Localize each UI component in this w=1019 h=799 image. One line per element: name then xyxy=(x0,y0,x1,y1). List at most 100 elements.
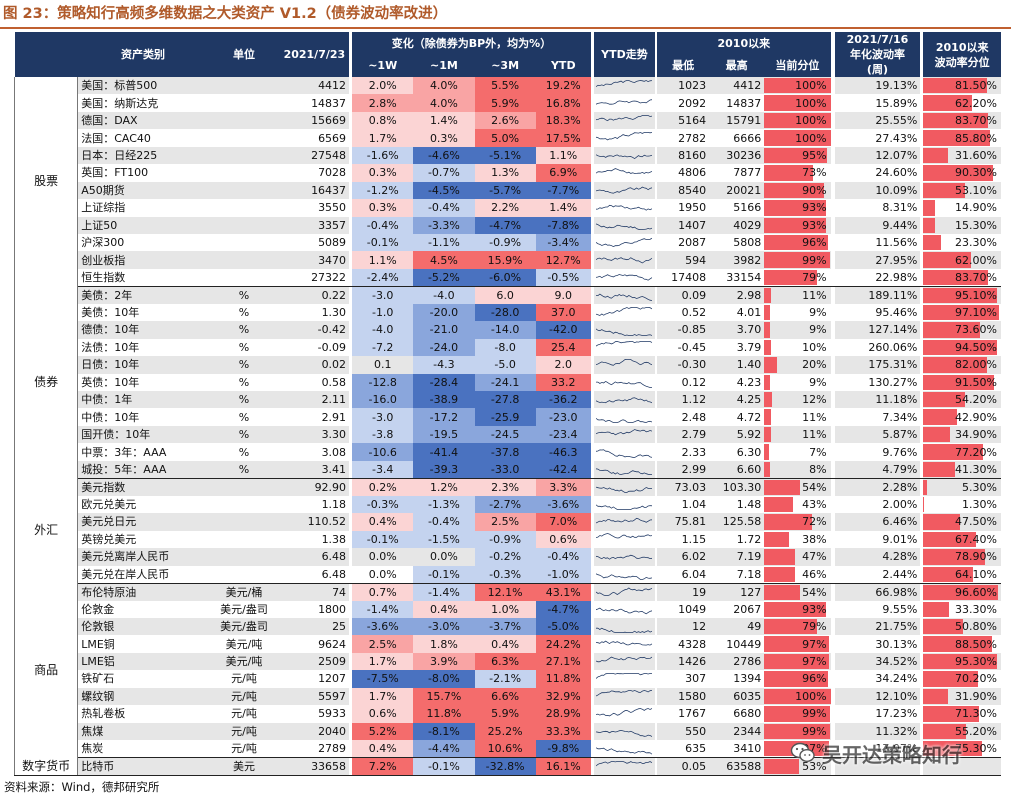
change-m3: 0.4% xyxy=(474,635,536,653)
watermark-text: 吴开达策略知行 xyxy=(822,742,962,767)
asset-name: 恒生指数 xyxy=(77,268,209,287)
percentile-bar xyxy=(764,217,826,233)
current-percentile: 10% xyxy=(764,339,830,356)
change-m1: -0.4% xyxy=(413,513,475,531)
table-row: 铁矿石 元/吨 1207 -7.5% -8.0% -2.1% 11.8% 307 1394 96%… xyxy=(15,670,1002,688)
change-m3: 6.3% xyxy=(474,652,536,671)
weekly-volatility: 17.07% xyxy=(834,740,921,758)
asset-name: 布伦特原油 xyxy=(77,583,209,601)
change-w1: -2.4% xyxy=(352,268,414,287)
change-m1: -8.1% xyxy=(413,722,475,740)
high-since-2010: 2.98 xyxy=(709,286,765,304)
asset-name: 英镑兑美元 xyxy=(81,532,137,546)
asset-unit: % xyxy=(208,391,280,409)
asset-name: 美元兑在岸人民币 xyxy=(77,565,209,584)
percentile-bar xyxy=(764,112,831,129)
change-ytd: -1.0% xyxy=(535,565,591,584)
header-high: 最高 xyxy=(709,54,765,77)
header-ytd-trend: YTD走势 xyxy=(593,32,656,77)
asset-name: 焦煤 xyxy=(77,722,209,740)
change-m3: 2.5% xyxy=(474,513,536,531)
current-percentile: 7% xyxy=(764,443,830,460)
asset-unit xyxy=(208,513,280,531)
current-percentile: 73% xyxy=(764,164,830,181)
change-w1: -10.6 xyxy=(352,443,414,461)
percentile-bar xyxy=(764,549,796,565)
weekly-volatility: 22.98% xyxy=(834,268,921,287)
volatility-percentile: 14.90% xyxy=(923,199,1001,216)
change-m1: 15.7% xyxy=(413,687,475,706)
percentile-bar xyxy=(764,304,771,321)
volatility-percentile: 64.10% xyxy=(923,565,1001,584)
change-w1: 2.8% xyxy=(352,94,414,112)
change-ytd: 12.7% xyxy=(535,251,591,269)
change-ytd: 3.3% xyxy=(535,478,591,496)
change-ytd: -23.0 xyxy=(535,408,591,426)
change-m3: -33.0 xyxy=(474,460,536,479)
weekly-volatility: 9.44% xyxy=(834,216,921,234)
vol-percentile-bar xyxy=(923,514,961,530)
volatility-percentile: 94.50% xyxy=(923,339,1001,356)
change-m1: 1.8% xyxy=(413,635,475,653)
change-m3: -25.9 xyxy=(474,408,536,426)
high-since-2010: 33154 xyxy=(709,268,765,287)
asset-unit: 美元/盎司 xyxy=(208,617,280,636)
current-value: 92.90 xyxy=(279,478,350,496)
weekly-volatility: 2.44% xyxy=(834,565,921,584)
low-since-2010: 73.03 xyxy=(657,478,710,496)
low-since-2010: 2087 xyxy=(678,236,707,250)
asset-name: 沪深300 xyxy=(81,236,125,250)
volatility-percentile: 97.10% xyxy=(923,304,1001,321)
table-row: 焦煤 元/吨 2040 5.2% -8.1% 25.2% 33.3% 550 2344 99% 11… xyxy=(15,722,1001,740)
weekly-volatility: 8.31% xyxy=(882,201,918,215)
change-w1: -7.2 xyxy=(352,338,414,357)
table-row: 美国：纳斯达克 14837 2.8% 4.0% 5.9% 16.8% 2092 14837 10… xyxy=(15,94,1002,112)
vol-percentile-bar xyxy=(923,217,936,233)
low-since-2010: 5164 xyxy=(657,111,710,130)
asset-name: 伦敦银 xyxy=(77,617,209,636)
asset-unit xyxy=(208,216,280,234)
change-m3: -14.0 xyxy=(474,321,536,339)
percentile-bar xyxy=(764,409,772,425)
high-since-2010: 3410 xyxy=(709,740,765,758)
change-w1: 1.1% xyxy=(352,251,414,269)
weekly-volatility: 189.11% xyxy=(834,286,921,304)
weekly-volatility: 25.55% xyxy=(834,111,921,130)
weekly-volatility: 34.24% xyxy=(875,672,918,686)
high-since-2010: 1.48 xyxy=(736,497,762,511)
change-ytd: 33.3% xyxy=(535,722,591,740)
change-m3: -5.7% xyxy=(474,181,536,200)
vol-percentile-bar xyxy=(923,426,951,443)
asset-unit: 元/吨 xyxy=(208,687,280,706)
change-m3: 25.2% xyxy=(474,722,536,740)
group-label: 数字货币 xyxy=(13,757,79,776)
change-ytd: -0.5% xyxy=(535,268,591,287)
table-row: 伦敦金 美元/盎司 1800 -1.4% 0.4% 1.0% -4.7% 1049 2067 93… xyxy=(15,600,1002,618)
percentile-bar xyxy=(764,706,830,722)
asset-unit: 美元 xyxy=(208,757,280,776)
low-since-2010: 4806 xyxy=(678,166,707,180)
high-since-2010: 4412 xyxy=(709,77,765,95)
volatility-percentile: 73.60% xyxy=(923,321,1001,339)
weekly-volatility: 127.14% xyxy=(834,321,921,339)
current-percentile: 99% xyxy=(764,251,831,269)
header-3m: ~3M xyxy=(474,54,536,77)
current-value: 1.38 xyxy=(321,532,347,546)
change-m1: -3.3% xyxy=(413,216,475,234)
change-m1: 0.4% xyxy=(413,600,475,618)
vol-percentile-bar xyxy=(923,601,950,617)
vol-percentile-bar xyxy=(923,78,987,94)
table-row: 中票：3年：AAA% 3.08 -10.6 -41.4 -37.8 -46.3 2.33 6.… xyxy=(15,443,1002,461)
asset-unit: % xyxy=(208,356,280,374)
ytd-sparkline xyxy=(594,374,655,391)
vol-percentile-bar xyxy=(923,706,979,722)
low-since-2010: 1580 xyxy=(657,687,710,706)
table-row: 上证综指 3550 0.3% -0.4% 2.2% 1.4% 1950 5166 93% 8.31… xyxy=(15,199,1002,217)
ytd-sparkline xyxy=(593,740,656,758)
change-m1: -38.9 xyxy=(413,391,475,409)
ytd-sparkline xyxy=(593,687,656,706)
figure-title: 图 23：策略知行高频多维数据之大类资产 V1.2（债券波动率改进） xyxy=(3,6,448,22)
current-percentile: 93% xyxy=(764,216,831,234)
percentile-bar xyxy=(764,200,826,216)
change-m1: -1.1% xyxy=(413,233,475,252)
